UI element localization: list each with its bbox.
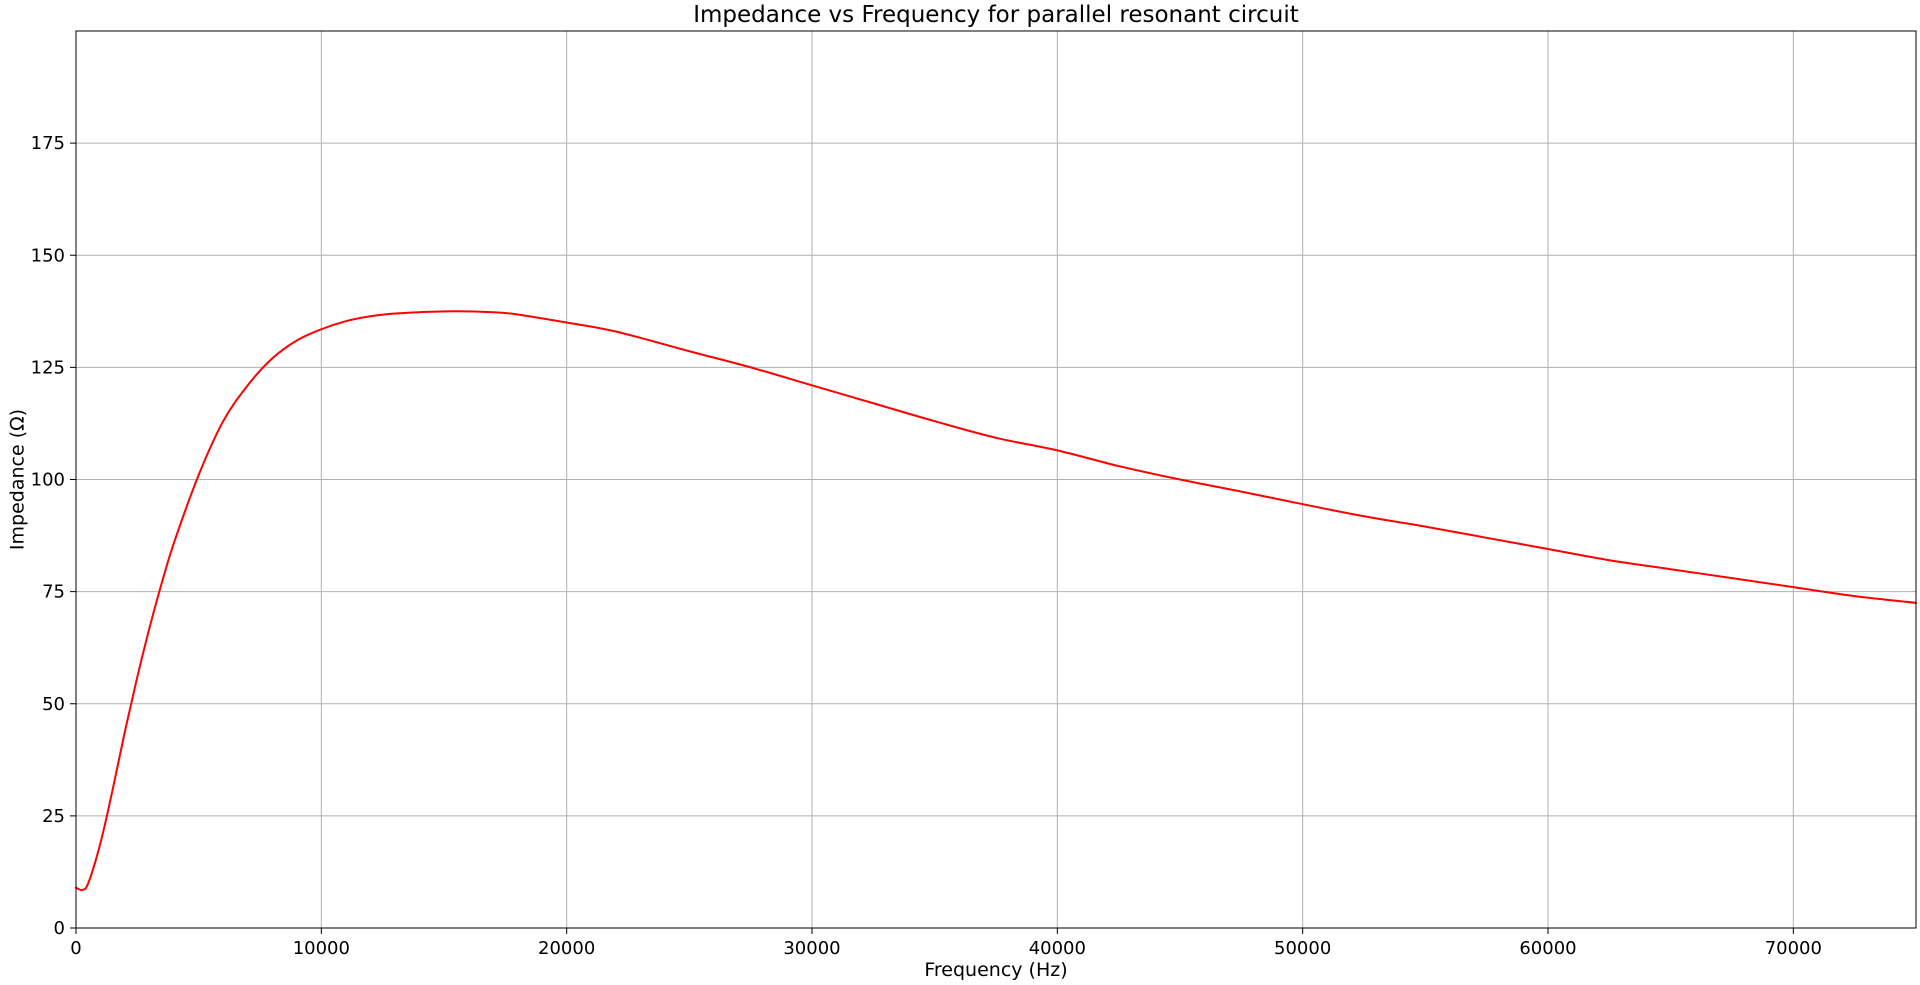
x-axis-label: Frequency (Hz): [924, 959, 1067, 981]
y-axis-label: Impedance (Ω): [7, 409, 29, 550]
ticks: 0 10000 20000 30000 40000 50000 60000 70000 0 25 5…: [31, 133, 1822, 959]
x-tick-label: 50000: [1274, 938, 1331, 959]
y-tick-label: 100: [31, 470, 65, 491]
x-tick-label: 30000: [783, 938, 840, 959]
series-layer: [75, 310, 1917, 892]
x-tick-label: 60000: [1519, 938, 1576, 959]
y-tick-label: 25: [42, 806, 65, 827]
impedance-series-line: [75, 310, 1917, 892]
x-tick-label: 0: [70, 938, 81, 959]
y-tick-label: 175: [31, 133, 65, 154]
y-tick-label: 150: [31, 245, 65, 266]
y-tick-label: 50: [42, 694, 65, 715]
y-tick-label: 75: [42, 582, 65, 603]
grid: [76, 31, 1916, 928]
chart-title: Impedance vs Frequency for parallel reso…: [693, 2, 1299, 28]
x-tick-label: 40000: [1029, 938, 1086, 959]
y-tick-label: 0: [54, 918, 65, 939]
x-tick-label: 70000: [1765, 938, 1822, 959]
y-tick-label: 125: [31, 357, 65, 378]
x-tick-label: 10000: [293, 938, 350, 959]
x-tick-label: 20000: [538, 938, 595, 959]
